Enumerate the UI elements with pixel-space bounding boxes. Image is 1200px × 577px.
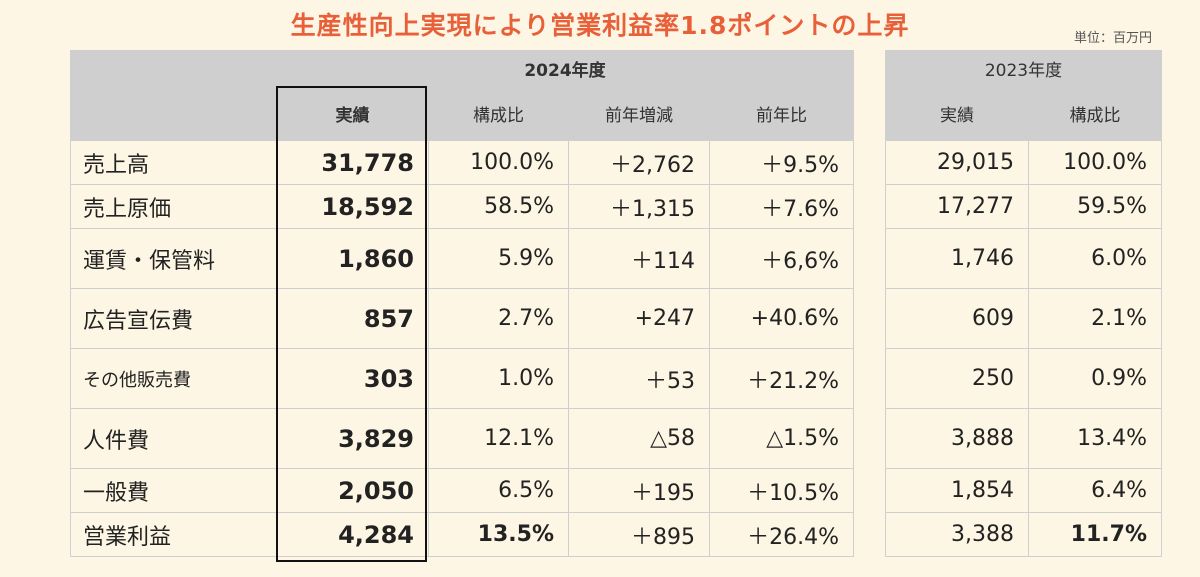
fy2024-year-header: 2024年度 [276, 50, 854, 87]
table-row: 一般費 2,050 6.5% ＋195 ＋10.5% [70, 468, 854, 513]
change-cell: ＋1,315 [568, 184, 710, 229]
table-row: その他販売費 303 1.0% ＋53 ＋21.2% [70, 348, 854, 409]
table-row: 609 2.1% [885, 288, 1162, 349]
change-cell: ＋2,762 [568, 140, 710, 185]
row-label: 売上高 [70, 140, 277, 185]
prev-actual-cell: 250 [885, 348, 1029, 409]
unit-label: 単位：百万円 [1073, 31, 1152, 46]
change-cell: ＋195 [568, 468, 710, 513]
prev-actual-cell: 1,746 [885, 228, 1029, 289]
prev-actual-cell: 3,888 [885, 408, 1029, 469]
fy2023-col-actual: 実績 [885, 86, 1029, 141]
prev-ratio-cell: 0.9% [1028, 348, 1162, 409]
row-label: 売上原価 [70, 184, 277, 229]
yoy-cell: △1.5% [709, 408, 854, 469]
change-cell: ＋895 [568, 512, 710, 557]
actual-cell: 18,592 [276, 184, 429, 229]
yoy-cell: ＋6,6% [709, 228, 854, 289]
yoy-cell: ＋21.2% [709, 348, 854, 409]
actual-cell: 303 [276, 348, 429, 409]
row-label: 一般費 [70, 468, 277, 513]
actual-cell: 2,050 [276, 468, 429, 513]
ratio-cell: 6.5% [428, 468, 569, 513]
actual-cell: 4,284 [276, 512, 429, 557]
table-row: 営業利益 4,284 13.5% ＋895 ＋26.4% [70, 512, 854, 557]
yoy-cell: ＋7.6% [709, 184, 854, 229]
ratio-cell: 100.0% [428, 140, 569, 185]
table-row: 人件費 3,829 12.1% △58 △1.5% [70, 408, 854, 469]
table-row: 売上原価 18,592 58.5% ＋1,315 ＋7.6% [70, 184, 854, 229]
change-cell: ＋53 [568, 348, 710, 409]
prev-ratio-cell: 100.0% [1028, 140, 1162, 185]
fy2023-col-ratio: 構成比 [1028, 86, 1162, 141]
prev-ratio-cell: 13.4% [1028, 408, 1162, 469]
prev-actual-cell: 3,388 [885, 512, 1029, 557]
corner-header [70, 50, 277, 141]
ratio-cell: 12.1% [428, 408, 569, 469]
change-cell: ＋114 [568, 228, 710, 289]
prev-actual-cell: 1,854 [885, 468, 1029, 513]
table-row: 17,277 59.5% [885, 184, 1162, 229]
table-row: 運賃・保管料 1,860 5.9% ＋114 ＋6,6% [70, 228, 854, 289]
yoy-cell: ＋9.5% [709, 140, 854, 185]
table-row: 広告宣伝費 857 2.7% +247 +40.6% [70, 288, 854, 349]
prev-ratio-cell: 6.4% [1028, 468, 1162, 513]
fy2023-table: 2023年度 実績 構成比 29,015 100.0% 17,277 59.5% 1,7… [885, 50, 1162, 557]
fy2024-table: 2024年度 実績 構成比 前年増減 前年比 売上高 31,778 100.0% ＋2… [70, 50, 854, 557]
ratio-cell: 13.5% [428, 512, 569, 557]
table-row: 250 0.9% [885, 348, 1162, 409]
actual-cell: 3,829 [276, 408, 429, 469]
yoy-cell: +40.6% [709, 288, 854, 349]
ratio-cell: 58.5% [428, 184, 569, 229]
prev-ratio-cell: 11.7% [1028, 512, 1162, 557]
prev-ratio-cell: 2.1% [1028, 288, 1162, 349]
table-row: 1,746 6.0% [885, 228, 1162, 289]
row-label: 広告宣伝費 [70, 288, 277, 349]
table-row: 1,854 6.4% [885, 468, 1162, 513]
yoy-cell: ＋26.4% [709, 512, 854, 557]
ratio-cell: 1.0% [428, 348, 569, 409]
row-label: 営業利益 [70, 512, 277, 557]
actual-cell: 1,860 [276, 228, 429, 289]
ratio-cell: 5.9% [428, 228, 569, 289]
table-row: 3,888 13.4% [885, 408, 1162, 469]
row-label: 人件費 [70, 408, 277, 469]
table-row: 29,015 100.0% [885, 140, 1162, 185]
prev-actual-cell: 29,015 [885, 140, 1029, 185]
change-cell: △58 [568, 408, 710, 469]
prev-actual-cell: 17,277 [885, 184, 1029, 229]
actual-cell: 857 [276, 288, 429, 349]
row-label: その他販売費 [70, 348, 277, 409]
page-title: 生産性向上実現により営業利益率1.8ポイントの上昇 [290, 11, 910, 40]
fy2024-col-yoy: 前年比 [709, 86, 854, 141]
prev-ratio-cell: 59.5% [1028, 184, 1162, 229]
yoy-cell: ＋10.5% [709, 468, 854, 513]
row-label: 運賃・保管料 [70, 228, 277, 289]
fy2023-year-header: 2023年度 [885, 50, 1162, 87]
fy2024-col-change: 前年増減 [568, 86, 710, 141]
actual-cell: 31,778 [276, 140, 429, 185]
prev-ratio-cell: 6.0% [1028, 228, 1162, 289]
prev-actual-cell: 609 [885, 288, 1029, 349]
table-row: 3,388 11.7% [885, 512, 1162, 557]
ratio-cell: 2.7% [428, 288, 569, 349]
fy2024-col-actual: 実績 [276, 86, 429, 141]
table-row: 売上高 31,778 100.0% ＋2,762 ＋9.5% [70, 140, 854, 185]
fy2024-col-ratio: 構成比 [428, 86, 569, 141]
change-cell: +247 [568, 288, 710, 349]
